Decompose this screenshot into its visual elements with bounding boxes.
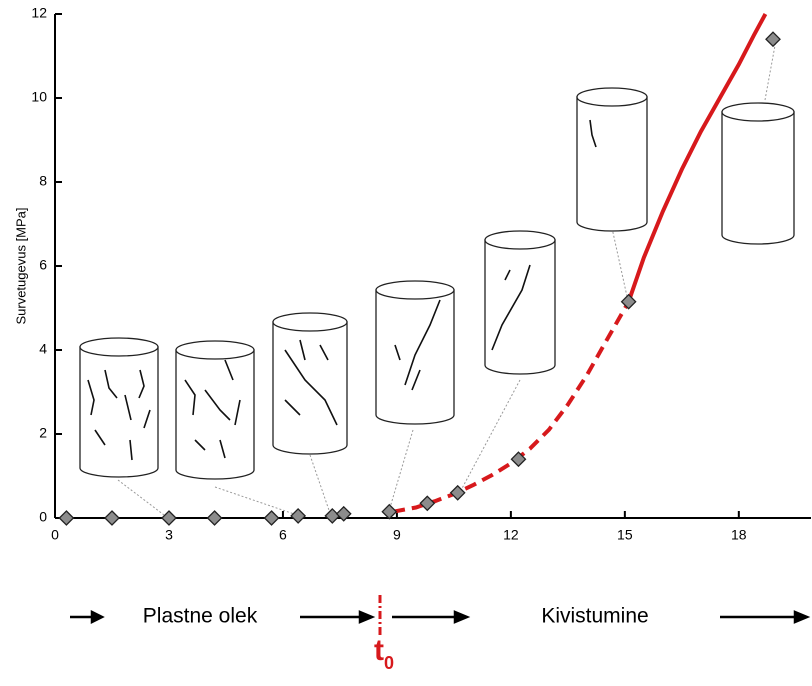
y-tick-label: 8 <box>39 173 47 189</box>
x-tick-label: 15 <box>617 527 633 543</box>
data-point <box>291 509 305 523</box>
phase-label: Plastne olek <box>143 605 258 628</box>
data-point <box>208 511 222 525</box>
x-tick-label: 9 <box>393 527 401 543</box>
x-tick-label: 12 <box>503 527 519 543</box>
specimens <box>80 40 794 518</box>
data-point <box>420 496 434 510</box>
y-tick-label: 2 <box>39 425 47 441</box>
data-point <box>382 505 396 519</box>
data-point <box>59 511 73 525</box>
t0-main: t <box>374 634 384 667</box>
data-point <box>451 486 465 500</box>
y-axis-label: Survetugevus [MPa] <box>13 207 28 324</box>
y-tick-label: 12 <box>31 5 47 21</box>
t0-sub: 0 <box>384 653 394 673</box>
data-point <box>105 511 119 525</box>
y-tick-label: 0 <box>39 509 47 525</box>
y-tick-label: 4 <box>39 341 47 357</box>
data-point <box>766 32 780 46</box>
x-tick-label: 18 <box>731 527 747 543</box>
x-tick-label: 0 <box>51 527 59 543</box>
data-point <box>265 511 279 525</box>
x-tick-label: 3 <box>165 527 173 543</box>
data-point <box>162 511 176 525</box>
data-point <box>325 509 339 523</box>
chart: Survetugevus [MPa] Plastne olek Kivistum… <box>0 0 812 681</box>
t0-label: t0 <box>374 634 394 673</box>
phase-label: Kivistumine <box>541 605 648 628</box>
x-tick-label: 6 <box>279 527 287 543</box>
y-tick-label: 6 <box>39 257 47 273</box>
y-tick-label: 10 <box>31 89 47 105</box>
